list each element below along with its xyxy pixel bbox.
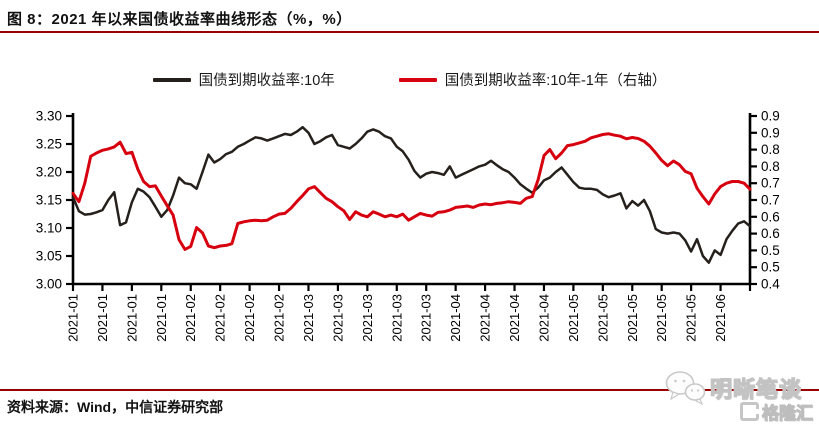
svg-text:3.30: 3.30 bbox=[36, 109, 62, 124]
svg-text:2021-04: 2021-04 bbox=[448, 294, 463, 342]
svg-text:2021-03: 2021-03 bbox=[419, 294, 434, 342]
svg-text:0.9: 0.9 bbox=[761, 125, 780, 140]
svg-text:2021-03: 2021-03 bbox=[301, 294, 316, 342]
footer-rule bbox=[0, 389, 819, 391]
svg-text:2021-05: 2021-05 bbox=[625, 294, 640, 342]
chart-legend: 国债到期收益率:10年 国债到期收益率:10年-1年（右轴） bbox=[0, 69, 819, 90]
svg-text:2021-04: 2021-04 bbox=[507, 294, 522, 342]
svg-text:2021-05: 2021-05 bbox=[684, 294, 699, 342]
svg-text:2021-04: 2021-04 bbox=[536, 294, 551, 342]
svg-text:0.8: 0.8 bbox=[761, 142, 780, 157]
svg-text:2021-05: 2021-05 bbox=[595, 294, 610, 342]
source-note: 资料来源：Wind，中信证券研究部 bbox=[7, 399, 224, 415]
svg-text:2021-02: 2021-02 bbox=[183, 294, 198, 342]
svg-text:0.9: 0.9 bbox=[761, 109, 780, 124]
svg-text:2021-05: 2021-05 bbox=[566, 294, 581, 342]
svg-text:2021-06: 2021-06 bbox=[713, 294, 728, 342]
svg-text:0.6: 0.6 bbox=[761, 226, 780, 241]
svg-text:0.6: 0.6 bbox=[761, 209, 780, 224]
svg-text:2021-03: 2021-03 bbox=[330, 294, 345, 342]
legend-label-10y: 国债到期收益率:10年 bbox=[198, 73, 335, 89]
svg-text:2021-02: 2021-02 bbox=[242, 294, 257, 342]
wechat-bubbles-icon bbox=[665, 371, 706, 406]
svg-text:2021-02: 2021-02 bbox=[213, 294, 228, 342]
svg-text:3.25: 3.25 bbox=[36, 137, 62, 152]
svg-text:2021-01: 2021-01 bbox=[154, 294, 169, 342]
svg-text:0.8: 0.8 bbox=[761, 159, 780, 174]
legend-item-10y: 国债到期收益率:10年 bbox=[152, 69, 335, 90]
title-underline bbox=[0, 31, 819, 33]
svg-text:2021-01: 2021-01 bbox=[124, 294, 139, 342]
svg-text:2021-01: 2021-01 bbox=[66, 294, 81, 342]
svg-text:3.05: 3.05 bbox=[36, 249, 62, 264]
svg-text:3.00: 3.00 bbox=[36, 277, 62, 292]
svg-text:2021-03: 2021-03 bbox=[389, 294, 404, 342]
svg-text:3.20: 3.20 bbox=[36, 165, 62, 180]
legend-line-swatch-red bbox=[398, 77, 437, 82]
svg-text:0.5: 0.5 bbox=[761, 260, 780, 275]
svg-text:0.7: 0.7 bbox=[761, 193, 780, 208]
wechat-watermark: 明晰笔谈 bbox=[664, 370, 802, 406]
gelonghui-logo: 格隆汇 bbox=[740, 399, 814, 424]
svg-text:2021-02: 2021-02 bbox=[272, 294, 287, 342]
figure-title: 图 8：2021 年以来国债收益率曲线形态（%，%） bbox=[7, 11, 352, 28]
g-bracket-icon bbox=[740, 402, 760, 421]
gelonghui-logo-text: 格隆汇 bbox=[762, 404, 814, 424]
svg-text:0.7: 0.7 bbox=[761, 176, 780, 191]
svg-text:2021-05: 2021-05 bbox=[654, 294, 669, 342]
legend-item-spread: 国债到期收益率:10年-1年（右轴） bbox=[398, 69, 667, 90]
legend-label-spread: 国债到期收益率:10年-1年（右轴） bbox=[444, 73, 667, 89]
svg-text:3.10: 3.10 bbox=[36, 221, 62, 236]
svg-text:0.5: 0.5 bbox=[761, 243, 780, 258]
wechat-watermark-text: 明晰笔谈 bbox=[709, 376, 803, 402]
svg-text:3.15: 3.15 bbox=[36, 193, 62, 208]
svg-text:2021-01: 2021-01 bbox=[95, 294, 110, 342]
legend-line-swatch-black bbox=[152, 77, 191, 82]
svg-text:0.4: 0.4 bbox=[761, 277, 780, 292]
svg-text:2021-04: 2021-04 bbox=[478, 294, 493, 342]
svg-text:2021-03: 2021-03 bbox=[360, 294, 375, 342]
